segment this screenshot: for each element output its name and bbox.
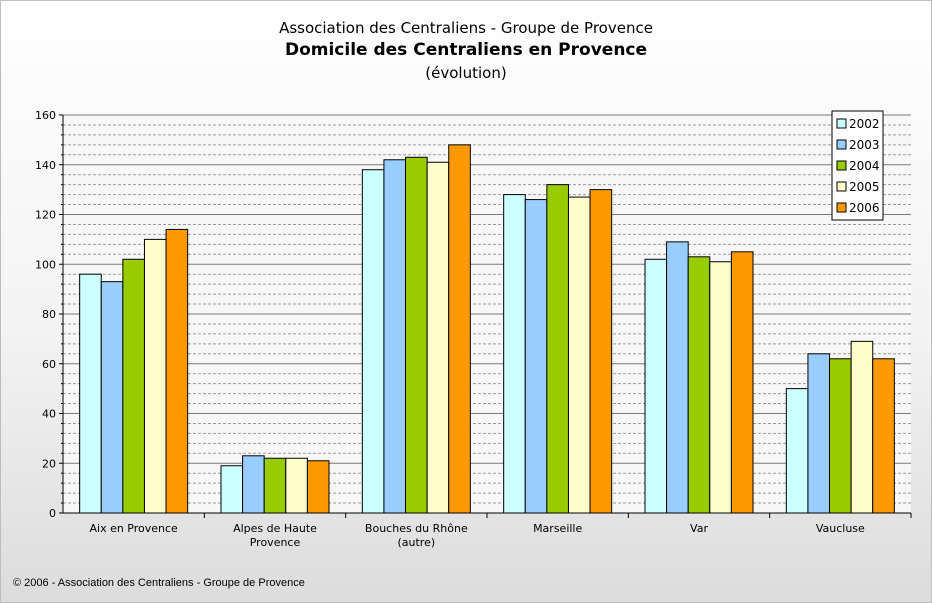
bar-2002 bbox=[785, 388, 809, 514]
bar-2006 bbox=[589, 189, 613, 514]
bar-2004 bbox=[687, 256, 711, 514]
bar-2002 bbox=[644, 258, 668, 514]
y-tick-label: 160 bbox=[35, 109, 56, 122]
legend-swatch bbox=[836, 181, 847, 192]
bar-2004 bbox=[546, 184, 569, 514]
bar-2004 bbox=[263, 457, 287, 514]
chart-subtitle: (évolution) bbox=[425, 64, 507, 82]
bar-2006 bbox=[306, 460, 330, 514]
legend-label: 2002 bbox=[849, 117, 880, 131]
bar-2006 bbox=[165, 228, 189, 514]
bar-2003 bbox=[383, 159, 407, 514]
x-tick-label: Vaucluse bbox=[816, 522, 865, 535]
bar-2005 bbox=[426, 161, 450, 514]
bar-2003 bbox=[807, 353, 831, 514]
bar-2002 bbox=[361, 169, 385, 514]
x-tick-label: Provence bbox=[250, 536, 301, 549]
legend-label: 2004 bbox=[849, 159, 880, 173]
legend-swatch bbox=[836, 160, 847, 171]
bar-2003 bbox=[242, 455, 265, 514]
bar-2004 bbox=[829, 358, 852, 514]
bar-2005 bbox=[285, 457, 308, 514]
bar-2006 bbox=[872, 358, 895, 514]
bar-2006 bbox=[448, 144, 471, 514]
x-tick-label: (autre) bbox=[397, 536, 435, 549]
y-tick-label: 20 bbox=[42, 457, 56, 470]
bar-2005 bbox=[143, 238, 167, 514]
y-tick-label: 120 bbox=[35, 209, 56, 222]
bar-2004 bbox=[405, 156, 428, 514]
y-tick-label: 100 bbox=[35, 258, 56, 271]
bar-2005 bbox=[567, 196, 591, 514]
legend-swatch bbox=[836, 202, 847, 213]
y-tick-label: 0 bbox=[49, 507, 56, 520]
bar-2004 bbox=[122, 258, 145, 514]
bar-2006 bbox=[730, 251, 754, 514]
bar-2003 bbox=[100, 281, 124, 514]
bar-2003 bbox=[524, 199, 548, 514]
bar-2005 bbox=[709, 261, 732, 514]
bar-2002 bbox=[220, 465, 244, 514]
y-tick-label: 80 bbox=[42, 308, 56, 321]
x-tick-label: Marseille bbox=[533, 522, 582, 535]
legend-swatch bbox=[836, 118, 847, 129]
y-tick-label: 60 bbox=[42, 358, 56, 371]
bar-2003 bbox=[666, 241, 689, 514]
y-tick-label: 140 bbox=[35, 159, 56, 172]
legend-label: 2005 bbox=[849, 180, 880, 194]
legend-swatch bbox=[836, 139, 847, 150]
chart-title: Domicile des Centraliens en Provence bbox=[284, 40, 648, 60]
bar-2002 bbox=[79, 273, 102, 514]
x-tick-label: Bouches du Rhône bbox=[365, 522, 468, 535]
y-tick-label: 40 bbox=[42, 408, 56, 421]
bar-2002 bbox=[503, 194, 526, 514]
x-tick-label: Var bbox=[690, 522, 708, 535]
x-tick-label: Alpes de Haute bbox=[233, 522, 317, 535]
legend-label: 2006 bbox=[849, 201, 880, 215]
bar-2005 bbox=[850, 340, 874, 514]
x-tick-label: Aix en Provence bbox=[89, 522, 178, 535]
title-block: Association des Centraliens - Groupe de … bbox=[0, 17, 932, 84]
copyright-footer: © 2006 - Association des Centraliens - G… bbox=[13, 577, 305, 589]
chart-supertitle: Association des Centraliens - Groupe de … bbox=[279, 19, 653, 37]
legend-label: 2003 bbox=[849, 138, 880, 152]
